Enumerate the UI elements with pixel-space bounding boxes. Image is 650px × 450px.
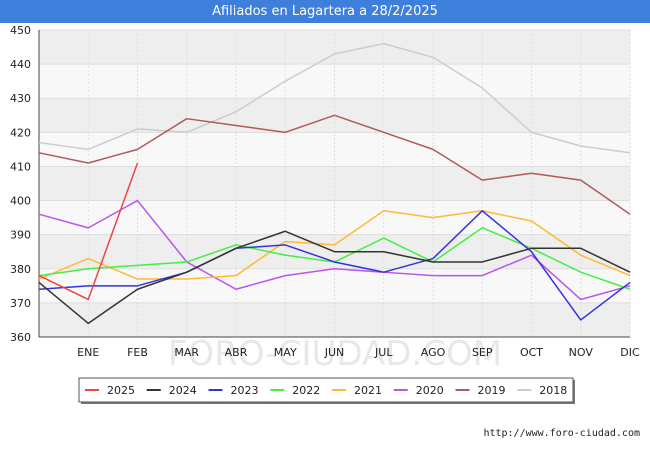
- source-url: http://www.foro-ciudad.com: [483, 428, 640, 439]
- legend-box: [78, 377, 574, 403]
- series-line-2024: [38, 230, 631, 325]
- x-tick-label: JUL: [374, 346, 393, 359]
- legend: 2025 2024 2023 2022 2021 2020 2019 2018: [78, 377, 575, 404]
- x-tick-label: FEB: [127, 346, 148, 359]
- x-tick-label: JUN: [324, 346, 345, 359]
- legend-label-2020: 2020: [416, 384, 444, 397]
- legend-label-2023: 2023: [231, 384, 259, 397]
- y-tick-label: 410: [10, 160, 31, 173]
- series-line-2019: [38, 114, 631, 215]
- legend-label-2021: 2021: [354, 384, 382, 397]
- x-tick-label: AGO: [421, 346, 446, 359]
- series-line-2025: [38, 162, 139, 301]
- legend-label-2019: 2019: [478, 384, 506, 397]
- y-tick-label: 450: [10, 24, 31, 37]
- y-tick-label: 370: [10, 297, 31, 310]
- x-tick-label: MAR: [174, 346, 199, 359]
- legend-label-2024: 2024: [169, 384, 197, 397]
- y-tick-label: 430: [10, 92, 31, 105]
- x-tick-label: MAY: [274, 346, 297, 359]
- y-tick-label: 360: [10, 331, 31, 344]
- y-tick-label: 400: [10, 195, 31, 208]
- x-tick-label: OCT: [520, 346, 543, 359]
- legend-label-2022: 2022: [292, 384, 320, 397]
- series-line-2018: [38, 42, 631, 154]
- series-line-2023: [38, 210, 631, 321]
- legend-label-2018: 2018: [539, 384, 567, 397]
- x-tick-label: ENE: [77, 346, 99, 359]
- y-tick-label: 420: [10, 126, 31, 139]
- y-tick-label: 380: [10, 263, 31, 276]
- x-tick-label: DIC: [620, 346, 640, 359]
- x-tick-label: SEP: [472, 346, 493, 359]
- series-line-2021: [38, 210, 631, 280]
- chart-title: Afiliados en Lagartera a 28/2/2025: [0, 0, 650, 23]
- y-tick-label: 390: [10, 229, 31, 242]
- x-tick-label: ABR: [225, 346, 248, 359]
- watermark-text: FORO-CIUDAD.COM: [168, 334, 502, 374]
- x-tick-label: NOV: [569, 346, 594, 359]
- y-tick-label: 440: [10, 58, 31, 71]
- series-line-2020: [38, 199, 631, 301]
- legend-label-2025: 2025: [107, 384, 135, 397]
